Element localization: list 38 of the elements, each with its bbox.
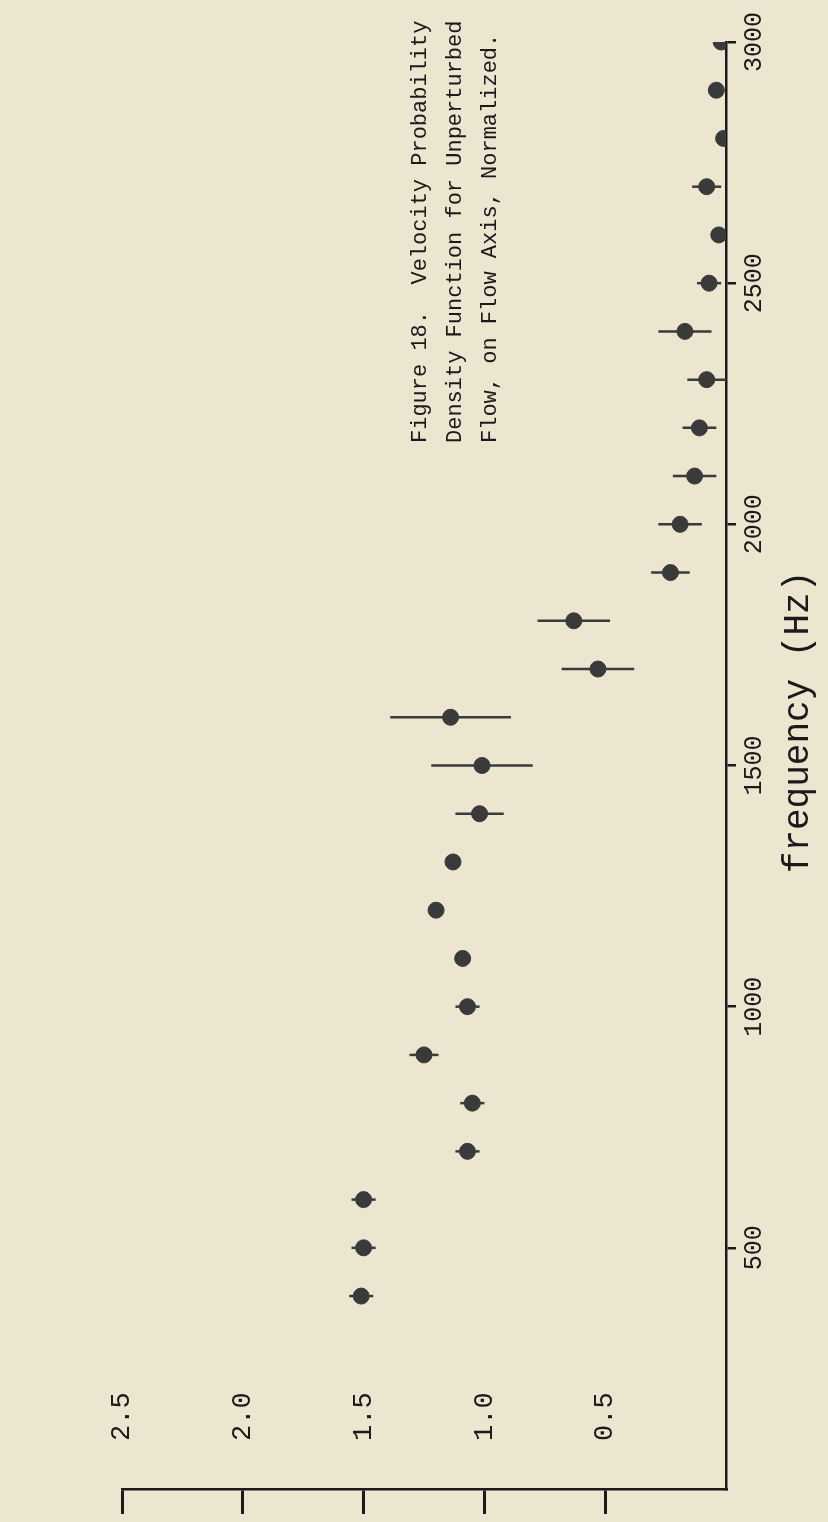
point [690,419,708,437]
point [710,226,726,244]
point [700,274,718,292]
y-tick-label: 2500 [739,253,769,314]
y-tick-label: 3000 [739,11,769,73]
y-tick-label: 1000 [739,976,769,1037]
point [589,660,607,678]
y-axis-title: frequency (Hz) [777,570,819,874]
x-tick-label: 2.0 [227,1392,258,1441]
x-tick-label: 0.5 [590,1392,621,1441]
x-tick-label: 1.5 [348,1392,379,1441]
text: Figure 18. Velocity Probability Density Function for Unperturbed Flow, on Flow Axis, Normalized. [407,20,503,443]
y-tick-label: 1500 [739,735,769,796]
point [442,708,460,726]
x-tick-label: 2.5 [107,1392,138,1441]
x-tick-label: 1.0 [469,1392,500,1441]
point [415,1046,433,1064]
point [471,805,489,823]
point [355,1191,373,1209]
point [444,853,462,871]
point [458,1142,476,1160]
y-tick-label: 500 [739,1225,769,1271]
point [707,81,725,99]
point [698,178,716,196]
point [454,949,472,967]
point [661,564,679,582]
y-tick-label: 2000 [739,494,769,555]
point [686,467,704,485]
point [473,757,491,774]
point [565,612,583,630]
point [352,1287,370,1305]
point [671,515,689,533]
point [427,901,445,919]
point [355,1239,373,1257]
point [676,322,694,340]
point [698,371,716,389]
point [463,1094,481,1112]
point [458,998,476,1016]
